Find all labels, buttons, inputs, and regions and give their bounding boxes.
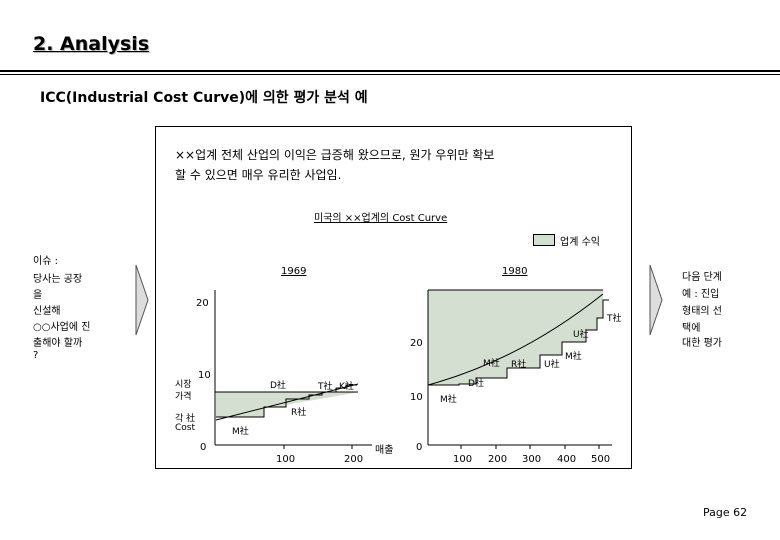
market-price-label-1: 시장 xyxy=(175,380,192,390)
title-rule-thin xyxy=(0,74,780,75)
left-chart-year: 1969 xyxy=(281,266,307,277)
legend-swatch xyxy=(533,234,555,246)
left-x-tick-label-200: 200 xyxy=(344,454,364,465)
next-step-line-4: 택에 xyxy=(682,323,701,334)
right-x-tick-label-300: 300 xyxy=(522,454,542,465)
page-title: 2. Analysis xyxy=(33,33,150,55)
right-chart-year: 1980 xyxy=(502,266,528,277)
next-step-line-3: 형태의 선 xyxy=(682,306,722,317)
left-arrow-icon xyxy=(135,264,149,336)
right-x-tick-label-100: 100 xyxy=(453,454,473,465)
market-price-label-2: 가격 xyxy=(175,392,192,402)
legend-label: 업계 수익 xyxy=(560,237,600,248)
page-number: Page 62 xyxy=(703,506,748,519)
left-x-tick-label-100: 100 xyxy=(276,454,296,465)
issue-line-6: 출해야 할까 xyxy=(33,338,83,349)
right-x-tick-label-500: 500 xyxy=(591,454,611,465)
left-y-tick-10: 10 xyxy=(198,370,211,381)
chart-title: 미국의 ××업계의 Cost Curve xyxy=(314,213,448,224)
summary-line-1: ××업계 전체 산업의 이익은 급증해 왔으므로, 원가 우위만 확보 xyxy=(175,148,495,162)
right-label-m-top: M社 xyxy=(565,352,582,362)
right-y-tick-20: 20 xyxy=(410,338,423,349)
right-cost-curve xyxy=(427,293,604,386)
right-label-d: D社 xyxy=(468,379,484,389)
right-y-tick-0: 0 xyxy=(416,442,423,453)
next-step-line-2: 예 : 진입 xyxy=(682,289,720,300)
analysis-frame xyxy=(155,126,632,469)
right-label-r: R社 xyxy=(511,360,527,370)
next-step-line-1: 다음 단계 xyxy=(682,272,722,283)
company-cost-label-2: Cost xyxy=(175,423,196,433)
issue-line-1: 이슈 : xyxy=(33,256,58,267)
right-label-m-mid: M社 xyxy=(483,359,500,369)
issue-line-4: 신설해 xyxy=(33,306,61,317)
company-cost-label-1: 각 社 xyxy=(175,414,196,424)
issue-line-5: ○○사업에 진 xyxy=(33,322,91,333)
left-cost-trend xyxy=(215,383,359,421)
left-label-m: M社 xyxy=(232,427,249,437)
summary-line-2: 할 수 있으면 매우 유리한 사업임. xyxy=(175,168,342,182)
right-cost-steps xyxy=(428,299,609,386)
issue-line-2: 당사는 공장 xyxy=(33,274,83,285)
left-y-tick-0: 0 xyxy=(200,442,207,453)
left-label-r: R社 xyxy=(291,408,307,418)
right-label-u-top: U社 xyxy=(573,330,589,340)
right-label-m-low: M社 xyxy=(440,395,457,405)
issue-line-3: 을 xyxy=(33,290,43,301)
section-subtitle: ICC(Industrial Cost Curve)에 의한 평가 분석 예 xyxy=(40,90,368,106)
next-step-line-5: 대한 평가 xyxy=(682,338,722,349)
right-y-tick-10: 10 xyxy=(410,392,423,403)
right-profit-area xyxy=(428,290,603,385)
right-label-u-mid: U社 xyxy=(544,360,560,370)
left-label-t: T社 xyxy=(318,382,333,392)
title-rule xyxy=(0,70,780,72)
issue-line-7: ? xyxy=(33,350,39,361)
sales-axis-label: 매출 xyxy=(375,445,394,456)
right-x-tick-label-200: 200 xyxy=(488,454,508,465)
left-y-tick-20: 20 xyxy=(196,298,209,309)
left-label-k: K社 xyxy=(339,382,354,392)
right-arrow-icon xyxy=(649,264,663,336)
right-label-t: T社 xyxy=(607,314,622,324)
right-x-tick-label-400: 400 xyxy=(557,454,577,465)
left-label-d: D社 xyxy=(270,381,286,391)
